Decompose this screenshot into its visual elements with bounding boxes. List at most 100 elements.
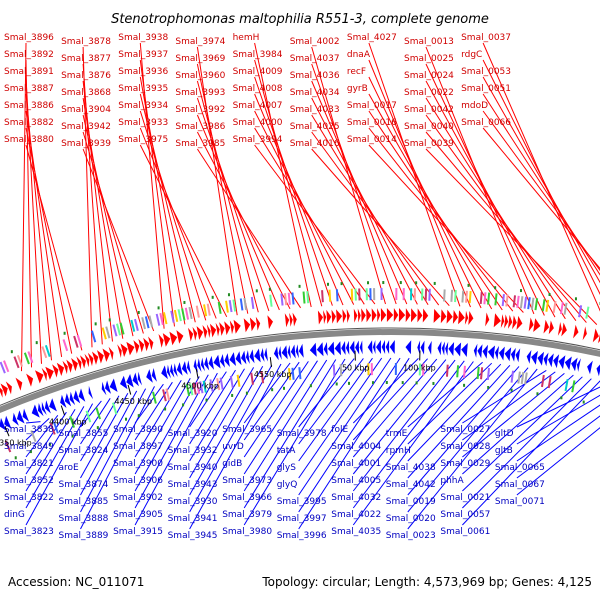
cog-block — [3, 360, 10, 373]
reverse-gene — [441, 341, 445, 356]
cog-block — [328, 289, 332, 302]
reverse-gene-label: gltB — [495, 446, 513, 456]
cog-block — [321, 290, 324, 303]
cog-block — [148, 315, 154, 328]
reverse-label-line — [189, 364, 273, 513]
cog-block — [510, 370, 515, 383]
rna-marker — [415, 381, 418, 385]
forward-gene-label: Smal_4025 — [290, 122, 340, 132]
reverse-label-line — [298, 358, 364, 445]
rna-marker — [367, 281, 370, 285]
forward-gene-label: Smal_0066 — [461, 118, 511, 128]
forward-gene-label: Smal_0040 — [404, 122, 454, 132]
scale-tick-mark — [195, 368, 199, 379]
cog-block — [461, 290, 465, 303]
cog-block — [280, 293, 284, 306]
forward-gene — [148, 336, 154, 351]
reverse-label-line — [243, 359, 328, 492]
reverse-gene-label: Smal_3941 — [168, 514, 218, 524]
reverse-gene — [461, 343, 468, 357]
forward-gene — [336, 309, 343, 324]
reverse-gene — [287, 345, 291, 359]
forward-label-line — [139, 110, 207, 321]
forward-label-line — [311, 131, 440, 306]
forward-gene — [508, 314, 513, 329]
reverse-gene-label: Smal_4004 — [331, 442, 381, 452]
reverse-gene — [37, 403, 44, 417]
reverse-gene-label: Smal_3888 — [59, 514, 109, 524]
cog-block — [306, 291, 310, 304]
cog-block — [16, 354, 24, 367]
cog-block — [468, 290, 472, 304]
reverse-gene-label: Smal_0065 — [495, 463, 545, 473]
cog-block — [298, 367, 302, 380]
rna-marker — [401, 381, 404, 385]
cog-block — [170, 310, 175, 323]
reverse-label-line — [134, 379, 182, 458]
forward-label-line — [139, 93, 196, 323]
backbone-track — [0, 327, 600, 414]
cog-block — [116, 323, 122, 336]
cog-block — [195, 381, 201, 395]
forward-gene — [533, 318, 541, 332]
reverse-gene — [316, 342, 324, 357]
cog-block — [13, 356, 20, 369]
reverse-label-line — [80, 393, 129, 479]
forward-gene — [84, 353, 90, 368]
reverse-gene-label: tatA — [277, 446, 297, 456]
forward-gene — [66, 359, 73, 373]
rna-marker — [371, 381, 374, 385]
forward-gene — [561, 322, 567, 337]
reverse-gene-label: Smal_0027 — [440, 425, 490, 435]
forward-gene-label: Smal_3887 — [4, 84, 54, 94]
cog-block — [95, 407, 101, 420]
reverse-gene-label: Smal_3902 — [113, 493, 163, 503]
cog-block — [239, 298, 244, 311]
reverse-gene — [186, 360, 192, 375]
rna-marker — [96, 426, 99, 430]
reverse-gene — [385, 340, 390, 354]
reverse-gene-label: Smal_0029 — [440, 459, 490, 469]
forward-gene-label: Smal_3935 — [118, 84, 168, 94]
rna-marker — [183, 300, 186, 304]
reverse-gene — [41, 401, 47, 415]
forward-gene-label: Smal_3975 — [118, 135, 168, 145]
forward-label-line — [139, 76, 186, 325]
reverse-label-line — [462, 373, 565, 458]
forward-gene — [126, 341, 135, 356]
cog-block — [229, 375, 234, 388]
forward-gene-label: Smal_3878 — [61, 37, 111, 47]
rna-marker — [463, 383, 466, 387]
reverse-gene — [197, 358, 202, 372]
reverse-gene-label: Smal_3905 — [113, 510, 163, 520]
reverse-gene — [64, 393, 72, 407]
rna-marker — [560, 396, 563, 400]
forward-gene — [371, 308, 377, 323]
cog-block — [284, 293, 288, 306]
forward-label-line — [368, 93, 493, 310]
forward-gene-label: recF — [347, 67, 366, 77]
rna-marker — [231, 393, 234, 397]
cog-block — [501, 294, 505, 307]
reverse-label-line — [462, 378, 592, 509]
reverse-label-line — [134, 378, 191, 475]
reverse-gene — [166, 364, 171, 379]
reverse-gene — [176, 362, 183, 376]
reverse-gene — [151, 368, 157, 382]
forward-gene-label: Smal_4007 — [233, 101, 283, 111]
forward-gene — [188, 327, 194, 342]
cog-block — [202, 380, 207, 393]
forward-gene-label: Smal_3891 — [4, 67, 54, 77]
cog-block — [73, 335, 79, 348]
forward-gene — [405, 308, 411, 323]
forward-label-line — [254, 144, 376, 305]
cog-block — [505, 294, 509, 307]
rna-marker — [14, 456, 17, 460]
reverse-label-line — [352, 358, 419, 424]
cog-block — [287, 292, 291, 305]
reverse-gene-label: Smal_0019 — [386, 497, 436, 507]
forward-gene-label: Smal_3880 — [4, 135, 54, 145]
rna-marker — [29, 450, 32, 454]
forward-gene — [202, 325, 208, 339]
reverse-gene — [101, 381, 107, 396]
